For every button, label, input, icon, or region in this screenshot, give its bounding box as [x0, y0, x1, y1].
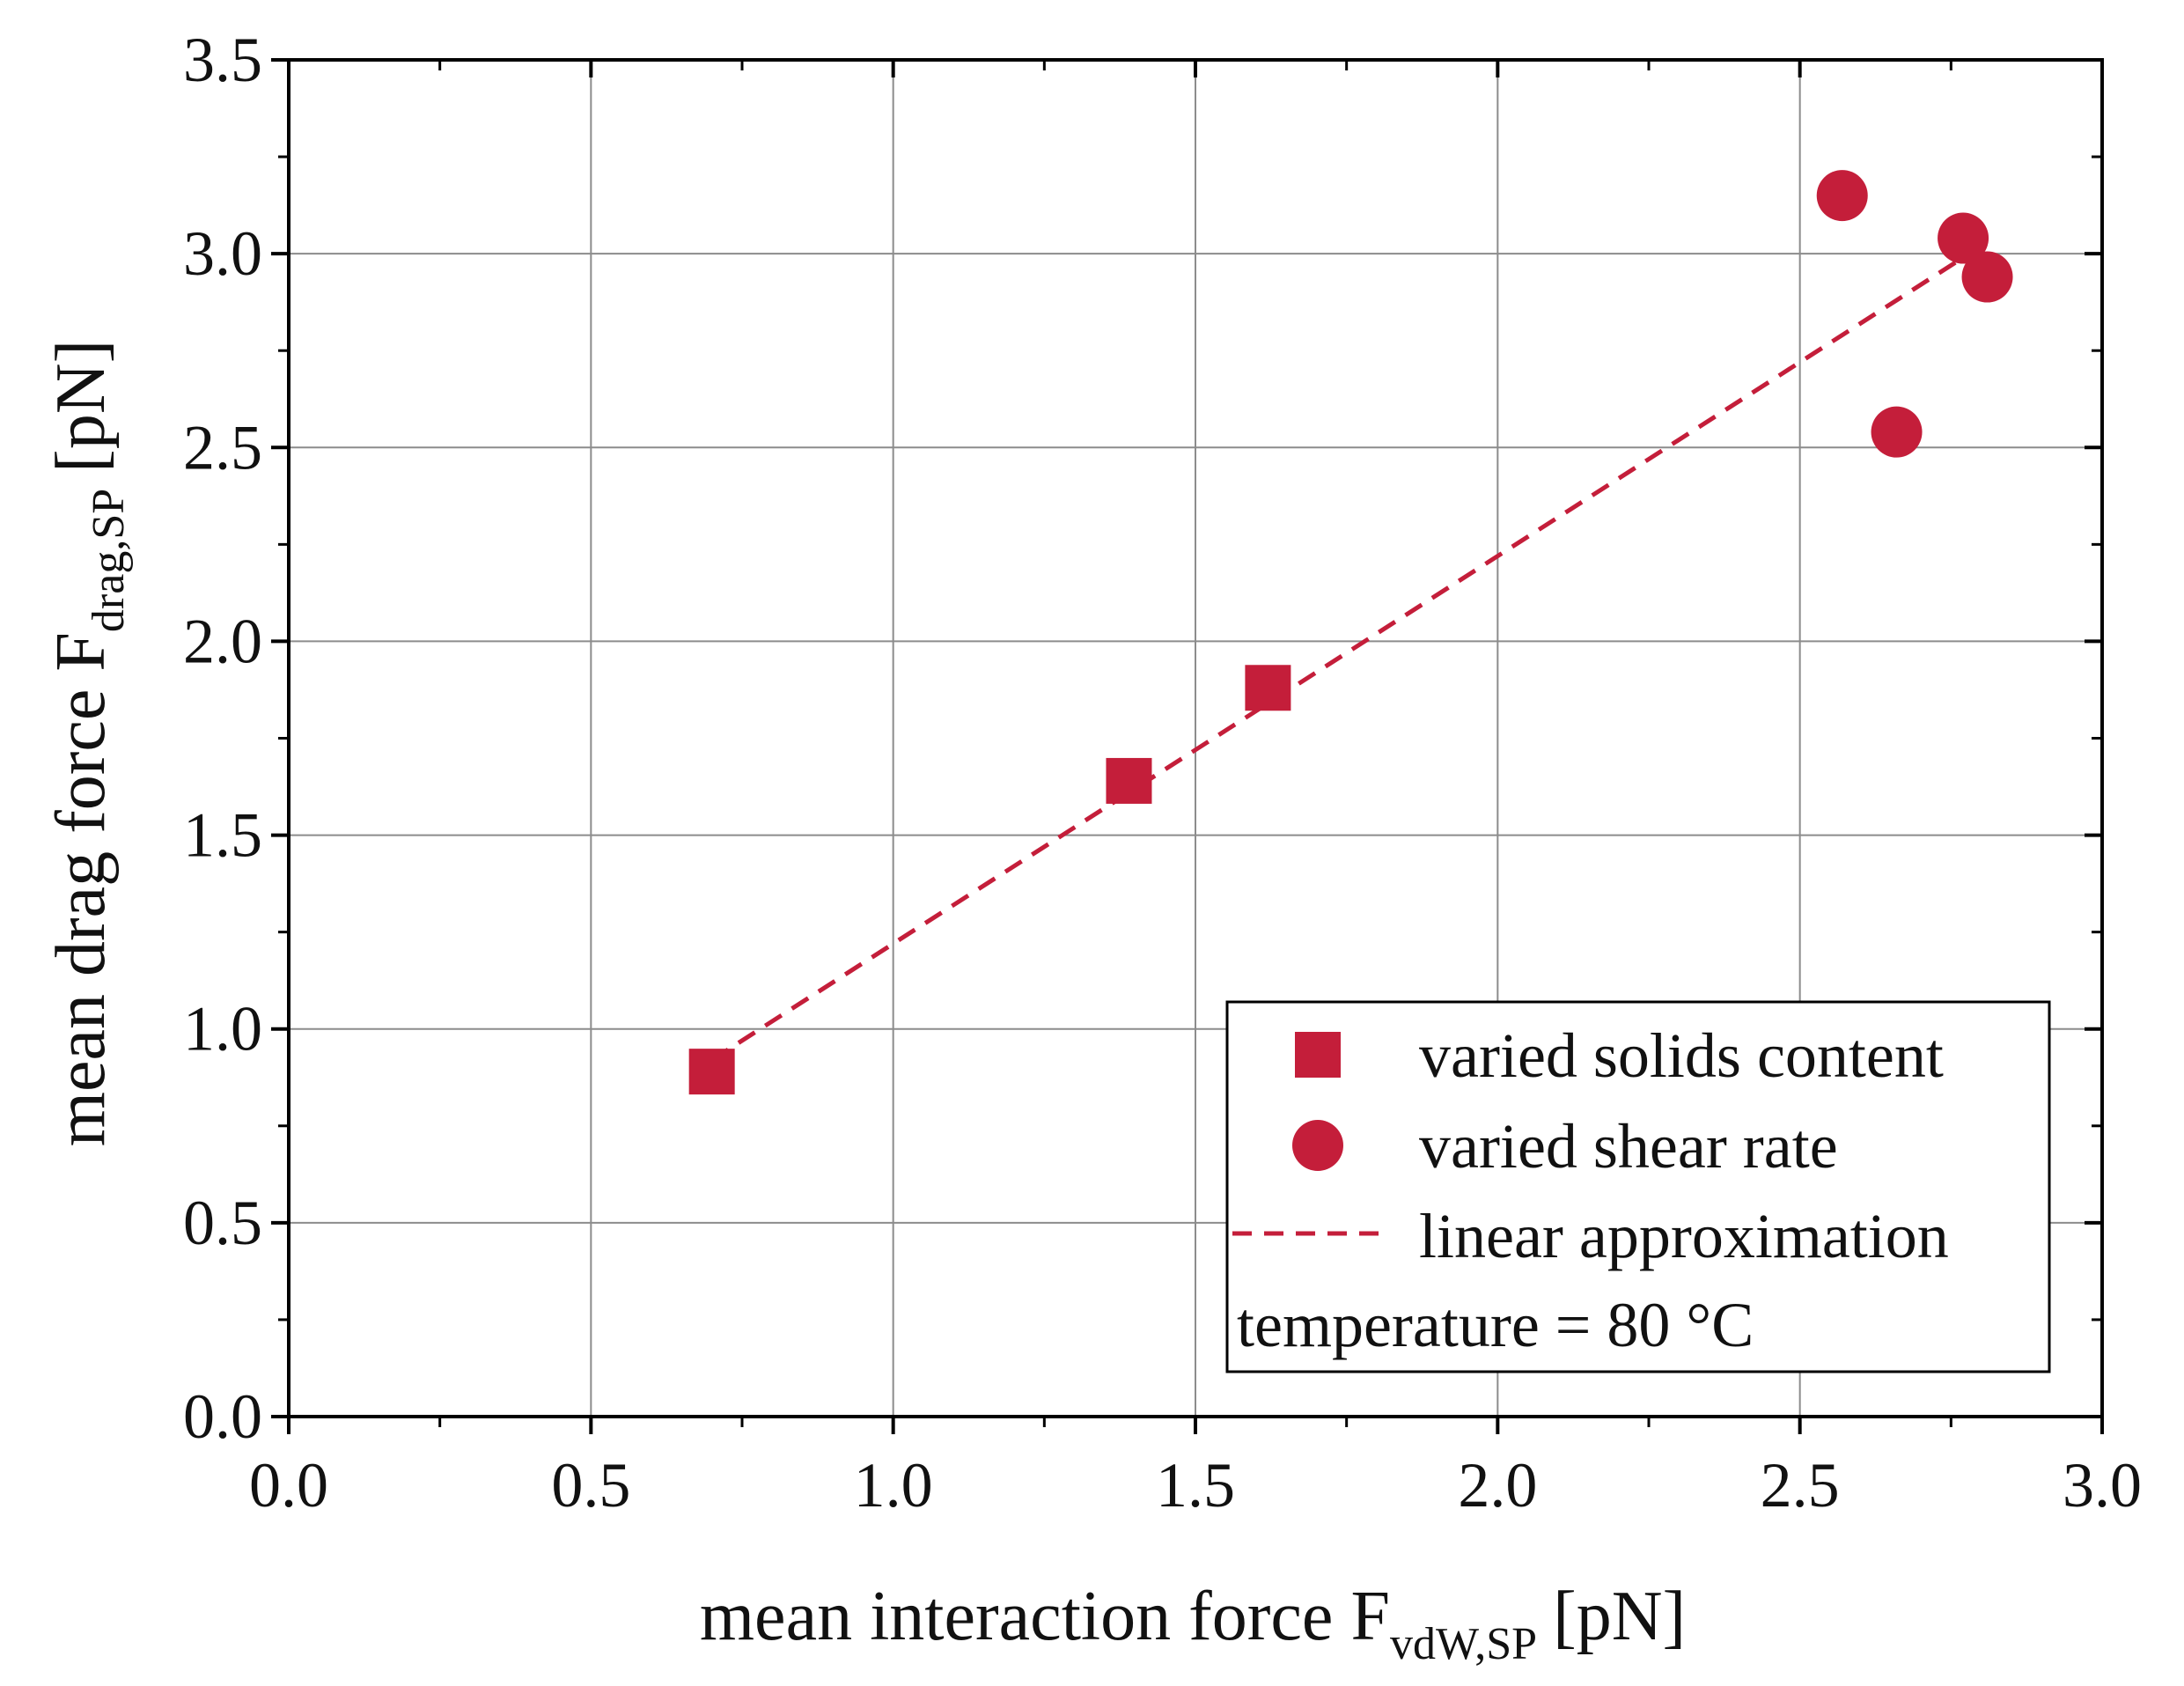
- x-axis-title-main: mean interaction force F: [700, 1578, 1390, 1655]
- x-tick-label: 1.0: [854, 1450, 933, 1520]
- y-axis-title: mean drag force Fdrag,SP [pN]: [42, 340, 134, 1147]
- legend: varied solids content varied shear rate …: [1225, 1000, 2051, 1373]
- x-tick-label: 1.5: [1156, 1450, 1235, 1520]
- data-markers: [688, 170, 2013, 1095]
- x-tick-label: 2.0: [1458, 1450, 1537, 1520]
- x-tick-label: 0.0: [249, 1450, 328, 1520]
- y-tick-label: 3.0: [183, 218, 262, 289]
- solids-content-point: [1106, 757, 1152, 804]
- y-axis-title-subscript: drag,SP: [84, 489, 134, 632]
- shear-rate-point: [1961, 251, 2013, 303]
- legend-box: [1225, 1000, 2051, 1373]
- y-tick-label: 2.0: [183, 606, 262, 676]
- legend-label-solids: varied solids content: [1419, 1020, 1944, 1091]
- y-tick-label: 3.5: [183, 25, 262, 95]
- y-tick-label: 2.5: [183, 412, 262, 482]
- grid-lines: [289, 60, 2102, 1417]
- solids-content-point: [1245, 665, 1291, 711]
- legend-label-linear: linear approximation: [1419, 1201, 1949, 1271]
- legend-square-marker: [1295, 1032, 1341, 1078]
- y-tick-label: 0.0: [183, 1381, 262, 1452]
- linear-approximation-line: [710, 244, 1983, 1063]
- shear-rate-point: [1938, 212, 1989, 264]
- fit-lines: [710, 244, 1983, 1063]
- shear-rate-point: [1871, 406, 1923, 458]
- x-tick-label: 3.0: [2063, 1450, 2142, 1520]
- y-tick-label: 1.0: [183, 994, 262, 1064]
- x-tick-label: 2.5: [1761, 1450, 1840, 1520]
- axis-ticks: [271, 58, 2104, 1434]
- y-tick-labels: 0.0 0.5 1.0 1.5 2.0 2.5 3.0 3.5: [183, 25, 262, 1452]
- y-tick-label: 1.5: [183, 800, 262, 871]
- x-tick-labels: 0.0 0.5 1.0 1.5 2.0 2.5 3.0: [249, 1450, 2142, 1520]
- x-axis-title-subscript: vdW,SP: [1390, 1619, 1537, 1669]
- y-axis-title-unit: [pN]: [42, 340, 120, 473]
- x-axis-title-unit: [pN]: [1553, 1578, 1686, 1655]
- shear-rate-point: [1816, 170, 1868, 222]
- solids-content-point: [688, 1049, 735, 1095]
- legend-label-shear: varied shear rate: [1419, 1111, 1838, 1182]
- y-tick-label: 0.5: [183, 1188, 262, 1258]
- y-axis-title-main: mean drag force F: [42, 632, 120, 1146]
- legend-circle-marker: [1292, 1120, 1343, 1171]
- x-axis-title: mean interaction force FvdW,SP [pN]: [700, 1578, 1686, 1669]
- x-tick-label: 0.5: [551, 1450, 630, 1520]
- legend-annotation-temperature: temperature = 80 °C: [1237, 1290, 1754, 1360]
